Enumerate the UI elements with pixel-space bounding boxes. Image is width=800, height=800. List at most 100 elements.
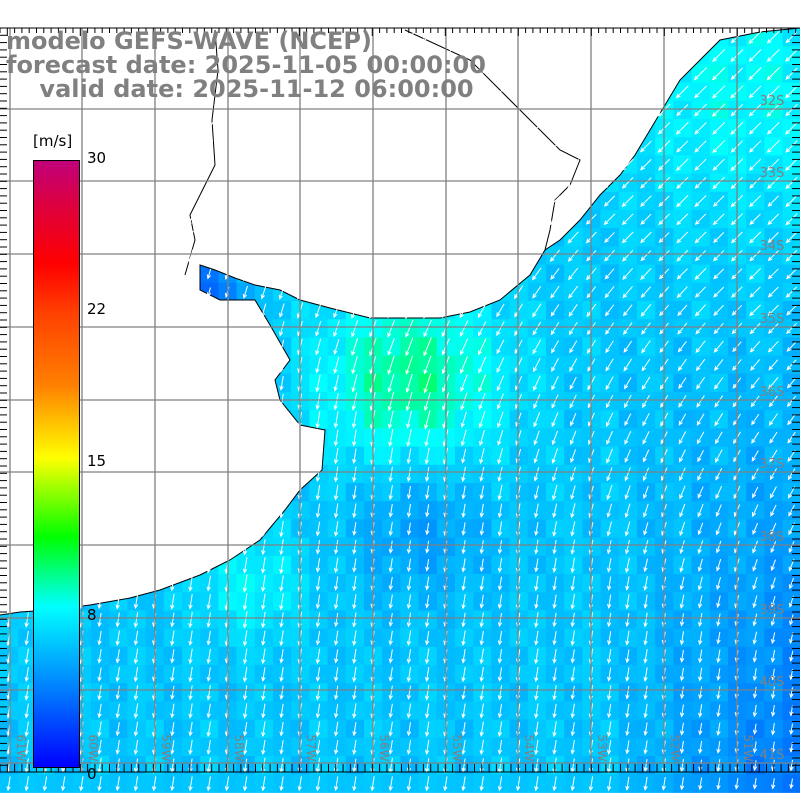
wind-arrow [186, 49, 196, 62]
wind-arrow [385, 86, 397, 98]
wind-arrow [167, 31, 178, 44]
wind-arrow [567, 31, 579, 43]
wind-arrow [421, 49, 434, 62]
title-valid-date: valid date: 2025-11-12 06:00:00 [6, 75, 474, 103]
lon-label: 53W [595, 734, 609, 761]
wind-arrow [95, 49, 105, 63]
wind-arrow [258, 31, 270, 43]
wind-arrow [276, 32, 288, 43]
wind-arrow [258, 85, 269, 99]
wind-arrow [458, 31, 470, 43]
wind-arrow [421, 31, 434, 44]
wind-arrow [676, 31, 689, 44]
colorbar-unit: [m/s] [33, 132, 73, 150]
wind-arrow [114, 67, 123, 81]
wind-arrow [59, 49, 68, 63]
wind-arrow [41, 67, 49, 81]
wind-arrow [748, 49, 762, 62]
wind-arrow [349, 68, 361, 80]
wind-arrow [476, 49, 488, 62]
wind-arrow [96, 67, 104, 81]
wind-arrow [168, 67, 178, 80]
wind-arrow [349, 86, 360, 98]
wind-arrow [276, 85, 287, 98]
wind-arrow [349, 50, 361, 61]
colorbar-label-15: 15 [87, 452, 107, 470]
wind-arrow [549, 68, 561, 80]
lon-label: 52W [668, 734, 682, 761]
wind-arrow [512, 31, 525, 43]
wind-arrow [530, 31, 543, 44]
wind-arrow [240, 67, 251, 81]
wind-arrow [567, 68, 579, 80]
wind-arrow [785, 67, 798, 80]
wind-arrow [621, 31, 634, 44]
wind-arrow [131, 30, 142, 44]
wind-arrow [168, 85, 178, 99]
wind-arrow [258, 67, 269, 80]
wind-arrow [168, 49, 178, 62]
wind-arrow [603, 31, 616, 44]
lat-label: 32S [760, 94, 785, 109]
wind-arrow [567, 49, 579, 62]
lon-label: 59W [159, 734, 173, 761]
wind-arrow [5, 30, 13, 45]
wind-arrow [694, 49, 707, 62]
wind-arrow [312, 31, 324, 43]
lat-label: 39S [760, 603, 785, 618]
wind-arrow [549, 31, 561, 43]
wind-arrow [712, 30, 726, 44]
wind-arrow [348, 31, 361, 44]
wind-arrow [113, 31, 123, 44]
wind-arrow [785, 49, 798, 62]
wind-arrow [41, 48, 50, 63]
lat-label: 38S [760, 530, 785, 545]
wind-arrow [621, 49, 634, 62]
wind-arrow [23, 66, 32, 82]
lat-label: 33S [760, 166, 785, 181]
colorbar-label-8: 8 [87, 606, 97, 624]
lon-label: 56W [377, 734, 391, 761]
lat-label: 35S [760, 312, 785, 327]
wind-arrow [766, 30, 780, 44]
wind-arrow [603, 67, 616, 80]
wind-arrow [276, 49, 288, 62]
wind-arrow [385, 32, 397, 43]
wind-arrow [132, 85, 141, 99]
wind-arrow [41, 85, 50, 100]
wind-arrow [494, 49, 506, 62]
wind-arrow [258, 49, 270, 62]
wind-arrow [639, 67, 653, 81]
wind-arrow [693, 30, 708, 44]
wind-arrow [494, 68, 506, 80]
wind-arrow [312, 49, 324, 62]
wind-arrow [330, 50, 342, 62]
wind-arrow [676, 67, 689, 80]
wind-arrow [421, 67, 434, 80]
lon-label: 60W [86, 734, 100, 761]
wind-arrow [385, 68, 397, 79]
wind-arrow [530, 67, 543, 80]
wind-arrow [675, 49, 689, 62]
wind-arrow [766, 67, 780, 81]
wind-arrow [476, 67, 488, 80]
wind-arrow [531, 49, 543, 62]
wind-arrow [186, 85, 196, 99]
lon-label: 51W [741, 734, 755, 761]
wind-arrow [549, 49, 561, 62]
wind-arrow [385, 50, 397, 62]
lat-label: 36S [760, 385, 785, 400]
wind-arrow [766, 49, 780, 63]
wind-arrow [331, 32, 342, 43]
title-model: modelo GEFS-WAVE (NCEP) [6, 27, 372, 55]
wind-arrow [96, 85, 104, 99]
wind-arrow [458, 50, 470, 61]
wind-arrow [785, 31, 798, 44]
wind-arrow [204, 67, 214, 81]
wind-arrow [313, 86, 324, 98]
wind-arrow [476, 31, 488, 44]
wind-arrow [639, 49, 652, 62]
uruguay-coast-inland-line [404, 29, 581, 251]
